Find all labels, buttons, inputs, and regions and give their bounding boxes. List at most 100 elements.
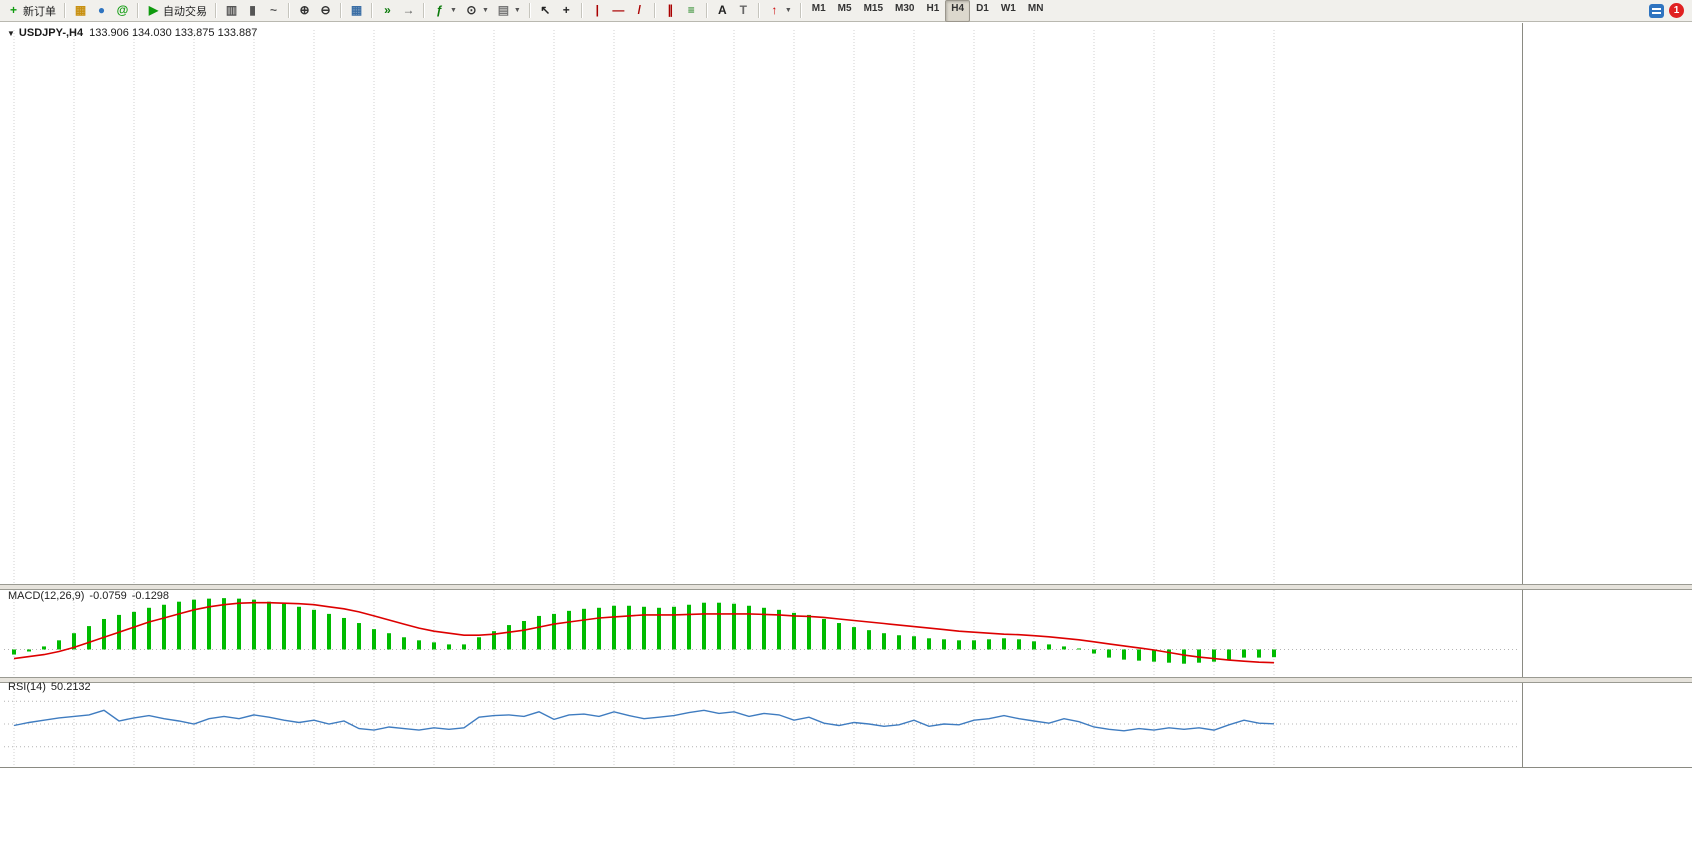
line-chart-icon: ~ <box>269 3 277 17</box>
profiles-button[interactable]: ▦ <box>70 0 91 21</box>
timeframe-button-h4[interactable]: H4 <box>945 0 971 22</box>
arrows-icon: ↑ <box>771 3 778 17</box>
fibonacci-button[interactable]: ≡ <box>681 0 702 21</box>
toolbar-separator <box>528 3 531 18</box>
tile-windows-icon: ▦ <box>350 3 363 17</box>
chevron-down-icon: ▼ <box>784 7 792 14</box>
vertical-line-button[interactable]: | <box>587 0 608 21</box>
periods-icon: ⊙ <box>466 3 477 17</box>
rsi-indicator-label: RSI(14) 50.2132 <box>8 681 96 693</box>
chart-shift-icon: → <box>402 3 415 17</box>
bar-chart-button[interactable]: ▥ <box>221 0 242 21</box>
community-button[interactable]: @ <box>112 0 133 21</box>
profiles-icon: ▦ <box>74 3 87 17</box>
trendline-icon: / <box>637 3 641 17</box>
toolbar-separator <box>757 3 760 18</box>
horizontal-line-icon: — <box>612 3 625 17</box>
toolbar-group: + 新订单 <box>3 0 60 21</box>
cursor-button[interactable]: ↖ <box>535 0 556 21</box>
fibonacci-icon: ≡ <box>687 3 695 17</box>
auto-scroll-button[interactable]: » <box>377 0 398 21</box>
toolbar-separator <box>64 3 66 18</box>
indicators-icon: ƒ <box>436 3 443 17</box>
candlestick-chart-button[interactable]: ▮ <box>242 0 263 21</box>
toolbar-group: » → <box>377 0 419 21</box>
chart-shift-button[interactable]: → <box>398 0 419 21</box>
crosshair-button[interactable]: + <box>556 0 577 21</box>
toolbar-group: ↑ ▼ <box>764 0 796 21</box>
new-order-label: 新订单 <box>23 5 56 18</box>
pane-separator[interactable] <box>0 677 1692 683</box>
chat-icon[interactable] <box>1649 3 1664 18</box>
equidistant-channel-button[interactable]: ∥ <box>660 0 681 21</box>
zoom-out-icon: ⊖ <box>320 3 331 17</box>
vertical-line-icon: | <box>595 3 599 17</box>
auto-scroll-icon: » <box>384 3 391 17</box>
toolbar-separator <box>215 3 217 18</box>
rsi-name: RSI(14) <box>8 681 46 693</box>
line-chart-button[interactable]: ~ <box>263 0 284 21</box>
zoom-out-button[interactable]: ⊖ <box>315 0 336 21</box>
crosshair-icon: + <box>562 3 570 17</box>
toolbar-group: ∥ ≡ <box>660 0 702 21</box>
chevron-down-icon: ▼ <box>513 7 521 14</box>
timeframe-button-mn[interactable]: MN <box>1027 2 1044 14</box>
zoom-in-button[interactable]: ⊕ <box>294 0 315 21</box>
arrows-button[interactable]: ↑ ▼ <box>764 0 796 21</box>
macd-indicator-label: MACD(12,26,9) -0.0759 -0.1298 <box>8 590 174 602</box>
toolbar-separator <box>653 3 656 18</box>
timeframe-button-w1[interactable]: W1 <box>1000 2 1016 14</box>
timeframe-button-h1[interactable]: H1 <box>926 2 940 14</box>
toolbar-right: 1 <box>1649 3 1689 18</box>
macd-main-value: -0.0759 <box>89 590 127 602</box>
price-axis-border <box>1522 23 1523 767</box>
market-watch-button[interactable]: ● <box>91 0 112 21</box>
macd-signal-value: -0.1298 <box>131 590 170 602</box>
timeframe-button-d1[interactable]: D1 <box>976 2 989 14</box>
autotrading-button[interactable]: ▶ 自动交易 <box>143 0 211 21</box>
timeframe-group: M1 M5 M15 M30 H1 H4 D1 W1 MN <box>806 0 1050 22</box>
timeframe-button-m5[interactable]: M5 <box>837 2 852 14</box>
new-order-icon: + <box>9 3 17 17</box>
macd-signal-line <box>13 601 1275 664</box>
toolbar-separator <box>288 3 290 18</box>
toolbar-separator <box>423 3 425 18</box>
text-button[interactable]: A <box>712 0 733 21</box>
tile-windows-button[interactable]: ▦ <box>346 0 367 21</box>
toolbar-separator <box>580 3 583 18</box>
timeframe-button-m15[interactable]: M15 <box>863 2 884 14</box>
notification-badge[interactable]: 1 <box>1669 3 1684 18</box>
time-axis-border <box>0 767 1692 768</box>
toolbar-group: ▥ ▮ ~ <box>221 0 284 21</box>
templates-button[interactable]: ▤ ▼ <box>493 0 525 21</box>
text-label-button[interactable]: T <box>733 0 754 21</box>
periods-button[interactable]: ⊙ ▼ <box>461 0 493 21</box>
text-icon: A <box>717 3 727 17</box>
pane-separator[interactable] <box>0 584 1692 590</box>
autotrading-icon: ▶ <box>148 3 159 17</box>
timeframe-button-m30[interactable]: M30 <box>895 2 915 14</box>
ohlc-label: 133.906 134.030 133.875 133.887 <box>89 27 258 39</box>
cursor-icon: ↖ <box>540 3 551 17</box>
horizontal-line-button[interactable]: — <box>608 0 629 21</box>
autotrading-label: 自动交易 <box>163 5 207 18</box>
chart-title: ▼ USDJPY-,H4 133.906 134.030 133.875 133.8… <box>7 27 257 39</box>
one-click-trading-icon[interactable]: ▼ <box>7 29 15 38</box>
chevron-down-icon: ▼ <box>450 7 457 14</box>
toolbar-separator <box>340 3 342 18</box>
chevron-down-icon: ▼ <box>481 7 489 14</box>
toolbar-separator <box>705 3 708 18</box>
rsi-value: 50.2132 <box>50 681 91 693</box>
indicators-button[interactable]: ƒ ▼ <box>429 0 461 21</box>
new-order-button[interactable]: + 新订单 <box>3 0 60 21</box>
text-label-icon: T <box>739 3 747 17</box>
symbol-period-label: USDJPY-,H4 <box>18 27 84 39</box>
bar-chart-icon: ▥ <box>225 3 238 17</box>
trendline-button[interactable]: / <box>629 0 650 21</box>
timeframe-button-m1[interactable]: M1 <box>811 2 826 14</box>
toolbar-separator <box>799 3 802 18</box>
macd-name: MACD(12,26,9) <box>8 590 85 602</box>
